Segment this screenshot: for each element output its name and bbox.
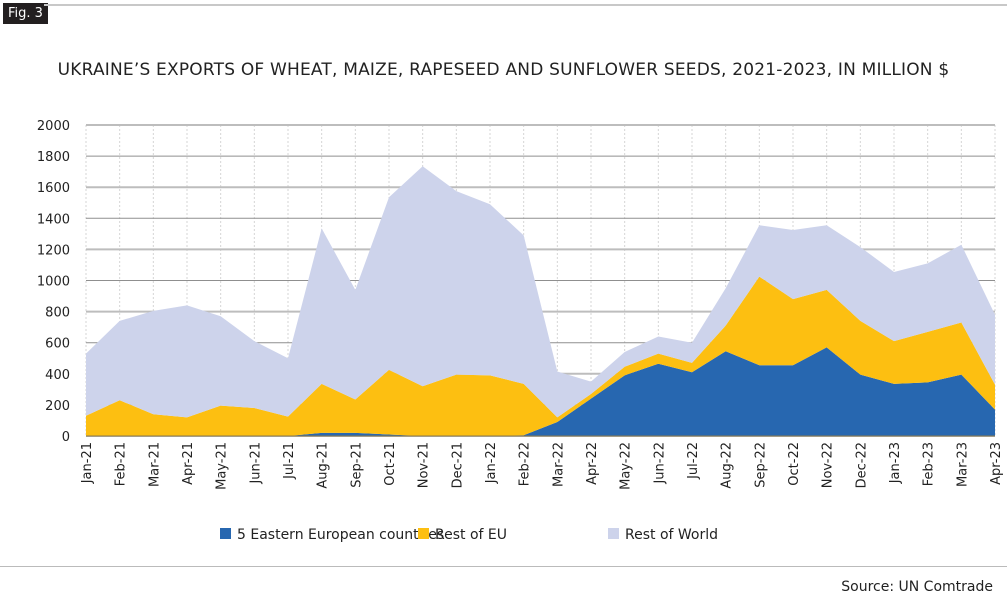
x-tick-label: Jan-22 xyxy=(484,442,499,484)
x-tick-label: Jul-22 xyxy=(686,442,701,480)
bottom-divider xyxy=(0,566,1007,567)
chart-title: UKRAINE’S EXPORTS OF WHEAT, MAIZE, RAPES… xyxy=(57,60,950,80)
x-tick-label: Feb-23 xyxy=(922,442,937,486)
x-tick-label: Jan-23 xyxy=(888,442,903,484)
y-tick-label: 1600 xyxy=(37,181,70,196)
legend-label: Rest of World xyxy=(625,527,718,543)
x-tick-label: Aug-21 xyxy=(316,442,331,489)
area-rest-of-world xyxy=(86,166,995,418)
y-tick-label: 1200 xyxy=(37,243,70,258)
x-tick-label: Feb-22 xyxy=(518,442,533,486)
x-tick-label: Jun-22 xyxy=(652,442,667,485)
legend-label: Rest of EU xyxy=(435,527,507,543)
legend-swatch xyxy=(220,528,231,539)
x-tick-label: Sep-22 xyxy=(753,442,768,488)
source-note: Source: UN Comtrade xyxy=(841,579,993,595)
x-tick-label: Nov-22 xyxy=(821,442,836,488)
y-tick-label: 2000 xyxy=(37,119,70,134)
y-tick-label: 1800 xyxy=(37,150,70,165)
x-tick-label: Jun-21 xyxy=(248,442,263,485)
x-tick-label: Mar-22 xyxy=(551,442,566,487)
y-tick-label: 600 xyxy=(45,337,70,352)
y-tick-label: 0 xyxy=(62,430,70,445)
top-divider xyxy=(44,4,1007,6)
x-tick-label: Aug-22 xyxy=(720,442,735,489)
area-5-eastern-european-countries xyxy=(86,347,995,436)
x-tick-label: Apr-23 xyxy=(989,442,1004,485)
legend-swatch xyxy=(608,528,619,539)
x-tick-label: May-22 xyxy=(619,442,634,490)
x-tick-label: Apr-21 xyxy=(181,442,196,485)
x-tick-label: Nov-21 xyxy=(417,442,432,488)
x-tick-label: Sep-21 xyxy=(349,442,364,488)
x-tick-label: Mar-21 xyxy=(147,442,162,487)
area-rest-of-eu xyxy=(86,276,995,436)
x-tick-label: Dec-21 xyxy=(450,442,465,488)
y-tick-label: 1000 xyxy=(37,275,70,290)
figure-label: Fig. 3 xyxy=(3,3,48,24)
x-tick-label: Oct-21 xyxy=(383,442,398,486)
x-tick-label: Apr-22 xyxy=(585,442,600,485)
x-tick-label: Oct-22 xyxy=(787,442,802,486)
y-tick-label: 400 xyxy=(45,368,70,383)
legend-swatch xyxy=(418,528,429,539)
x-tick-label: Jan-21 xyxy=(80,442,95,484)
x-tick-label: Dec-22 xyxy=(854,442,869,488)
x-tick-label: Mar-23 xyxy=(955,442,970,487)
x-tick-label: May-21 xyxy=(215,442,230,490)
y-tick-label: 200 xyxy=(45,399,70,414)
x-tick-label: Jul-21 xyxy=(282,442,297,480)
x-tick-label: Feb-21 xyxy=(114,442,129,486)
y-tick-label: 1400 xyxy=(37,212,70,227)
legend-label: 5 Eastern European countries xyxy=(237,527,444,543)
y-tick-label: 800 xyxy=(45,306,70,321)
